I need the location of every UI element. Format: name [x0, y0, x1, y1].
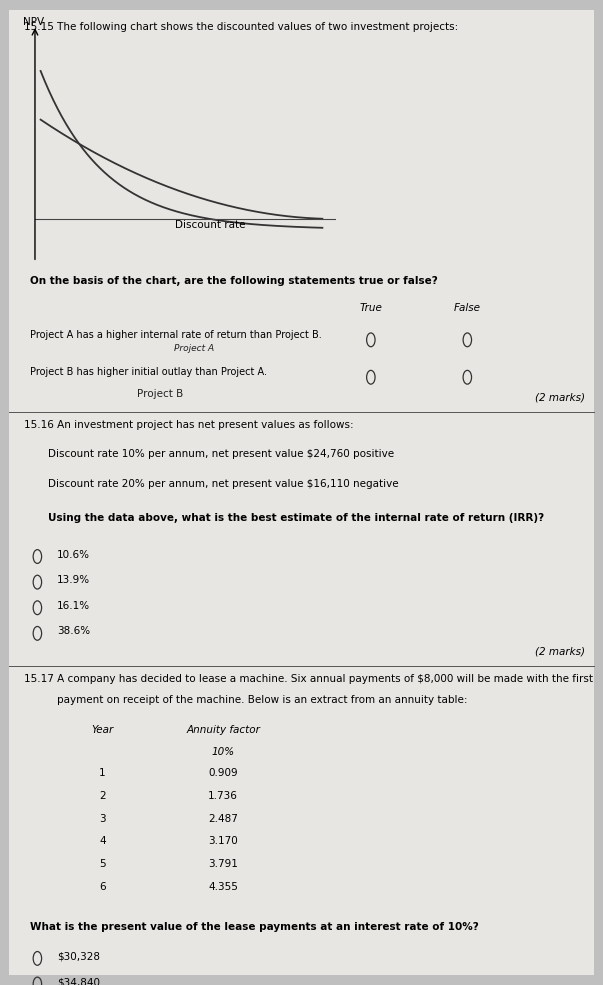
Text: payment on receipt of the machine. Below is an extract from an annuity table:: payment on receipt of the machine. Below…	[57, 695, 468, 705]
Text: Project B: Project B	[137, 388, 184, 399]
Text: 3.170: 3.170	[208, 836, 238, 846]
Text: 10%: 10%	[212, 747, 235, 756]
Text: 15.15 The following chart shows the discounted values of two investment projects: 15.15 The following chart shows the disc…	[24, 22, 458, 32]
Text: 2.487: 2.487	[208, 814, 238, 823]
Text: 1: 1	[99, 768, 106, 778]
Text: $34,840: $34,840	[57, 977, 100, 985]
Text: Using the data above, what is the best estimate of the internal rate of return (: Using the data above, what is the best e…	[48, 513, 545, 523]
Text: (2 marks): (2 marks)	[535, 646, 585, 656]
Text: Project A has a higher internal rate of return than Project B.: Project A has a higher internal rate of …	[30, 330, 322, 340]
Text: Discount rate: Discount rate	[175, 220, 245, 230]
Text: On the basis of the chart, are the following statements true or false?: On the basis of the chart, are the follo…	[30, 276, 438, 286]
Text: 3.791: 3.791	[208, 859, 238, 869]
Text: Project B has higher initial outlay than Project A.: Project B has higher initial outlay than…	[30, 367, 267, 377]
Text: Discount rate 20% per annum, net present value $16,110 negative: Discount rate 20% per annum, net present…	[48, 479, 399, 489]
Text: 4.355: 4.355	[208, 882, 238, 891]
Text: 1.736: 1.736	[208, 791, 238, 801]
Text: Annuity factor: Annuity factor	[186, 725, 260, 735]
Text: 4: 4	[99, 836, 106, 846]
Text: NPV: NPV	[23, 18, 44, 28]
Text: 5: 5	[99, 859, 106, 869]
Text: True: True	[359, 303, 382, 313]
Text: (2 marks): (2 marks)	[535, 392, 585, 402]
Text: 16.1%: 16.1%	[57, 601, 90, 611]
Text: 3: 3	[99, 814, 106, 823]
Text: 6: 6	[99, 882, 106, 891]
Text: 13.9%: 13.9%	[57, 575, 90, 585]
Text: 0.909: 0.909	[208, 768, 238, 778]
Text: 10.6%: 10.6%	[57, 550, 90, 559]
Text: 15.16 An investment project has net present values as follows:: 15.16 An investment project has net pres…	[24, 420, 354, 429]
Text: Project A: Project A	[174, 344, 214, 354]
Text: 38.6%: 38.6%	[57, 626, 90, 636]
Text: 2: 2	[99, 791, 106, 801]
Text: $30,328: $30,328	[57, 952, 100, 961]
Text: Discount rate 10% per annum, net present value $24,760 positive: Discount rate 10% per annum, net present…	[48, 449, 394, 459]
Text: What is the present value of the lease payments at an interest rate of 10%?: What is the present value of the lease p…	[30, 922, 479, 932]
Text: False: False	[454, 303, 481, 313]
Text: Year: Year	[92, 725, 113, 735]
Text: 15.17 A company has decided to lease a machine. Six annual payments of $8,000 wi: 15.17 A company has decided to lease a m…	[24, 674, 593, 684]
